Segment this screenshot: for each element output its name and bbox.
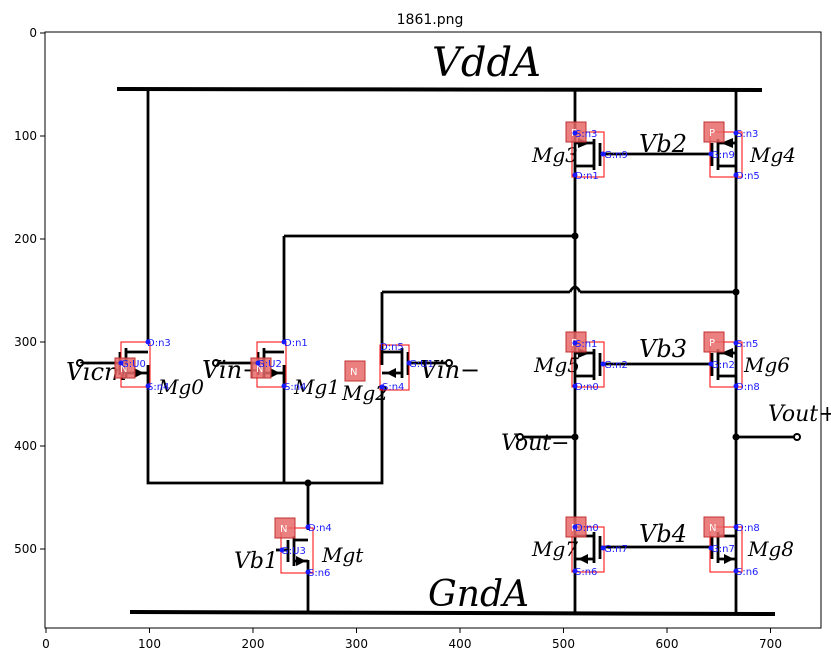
mg4-g: G:n9	[711, 150, 735, 161]
mgt-s: S:n6	[308, 568, 330, 579]
x-tick-label: 300	[345, 637, 368, 651]
x-tick-label: 100	[138, 637, 161, 651]
mgt-type: N	[280, 524, 287, 535]
vdd-rail-label: VddA	[432, 40, 541, 86]
y-tick-label: 0	[29, 26, 37, 40]
x-tick-label: 200	[242, 637, 265, 651]
mg5-g: G:n2	[604, 360, 628, 371]
mg1-g: G:U2	[257, 359, 282, 370]
vdd-rail	[116, 87, 763, 92]
mg1-d: D:n1	[284, 338, 308, 349]
mg4-type-tag	[703, 121, 725, 143]
mg8-d: D:n8	[736, 523, 760, 534]
transistor-name: Mg4	[749, 143, 796, 167]
mg1-s: S:n4	[284, 382, 306, 393]
mg2-g: G:U1	[409, 359, 434, 370]
vb4-label: Vb4	[639, 520, 687, 548]
x-axis: 0 100 200 300 400 500 600 700	[42, 628, 782, 651]
mg8-type: N	[709, 523, 716, 534]
vb3-label: Vb3	[639, 335, 687, 363]
mg1-type: N	[256, 364, 263, 375]
transistor-name: Mg5	[533, 353, 580, 377]
mg7-s: S:n6	[575, 567, 597, 578]
y-axis: 0 100 200 300 400 500	[14, 26, 45, 556]
mg8-type-tag	[703, 516, 725, 538]
gnd-rail	[129, 610, 776, 616]
mg6-d: D:n8	[736, 382, 760, 393]
transistor-name: Mg8	[747, 537, 794, 561]
mg6-type-tag	[703, 331, 725, 353]
x-tick-label: 700	[759, 637, 782, 651]
figure-title: 1861.png	[397, 12, 464, 28]
gnd-label: GndA	[428, 574, 529, 615]
mg7-g: G:n7	[604, 544, 628, 555]
terminals	[76, 359, 801, 441]
transistor-name: Mg3	[531, 143, 578, 167]
y-tick-label: 200	[14, 232, 37, 246]
axes-frame	[44, 31, 822, 629]
transistor-name: Mgt	[321, 543, 364, 567]
mg6-type: P	[709, 338, 715, 349]
vin-minus-label: Vin−	[420, 356, 480, 384]
junctions	[304, 232, 740, 487]
mg4-s: S:n3	[736, 129, 758, 140]
mg2-box	[379, 344, 410, 391]
mg6-g: G:n2	[711, 360, 735, 371]
y-tick-label: 100	[14, 129, 37, 143]
mg0-type: N	[120, 364, 127, 375]
mg2-d: D:n5	[380, 342, 404, 353]
wires	[82, 90, 795, 612]
mg3-g: G:n9	[604, 150, 628, 161]
mg0-s: S:n4	[147, 382, 169, 393]
mgt-type-tag	[274, 517, 296, 539]
mg6-s: S:n5	[736, 339, 758, 350]
mg5-s: S:n1	[575, 339, 597, 350]
transistor-name: Mg1	[293, 375, 340, 399]
mgt-d: D:n4	[308, 523, 332, 534]
vdd-label: VddA	[432, 40, 541, 86]
vb2-label: Vb2	[639, 130, 687, 158]
mg3-s: S:n3	[575, 129, 597, 140]
transistor-name: Mg7	[531, 537, 578, 561]
transistor-name: Mg6	[743, 353, 790, 377]
mg4-type: P	[709, 128, 715, 139]
mg4-d: D:n5	[736, 171, 760, 182]
mg2-type-tag	[344, 360, 366, 382]
vb1-label: Vb1	[234, 549, 278, 574]
x-tick-label: 0	[42, 637, 50, 651]
mgt-g: G:U3	[281, 546, 306, 557]
vout-plus-label: Vout+	[768, 402, 831, 427]
mg0-d: D:n3	[147, 338, 171, 349]
transistor-name: Mg0	[157, 375, 204, 399]
y-tick-label: 400	[14, 439, 37, 453]
x-tick-label: 500	[552, 637, 575, 651]
mg7-d: D:n0	[575, 523, 599, 534]
mg8-s: S:n6	[736, 567, 758, 578]
vout-minus-label: Vout−	[501, 431, 570, 456]
mg0-g: G:U0	[121, 359, 146, 370]
mg2-s: S:n4	[382, 382, 404, 393]
y-tick-label: 300	[14, 335, 37, 349]
x-tick-label: 400	[449, 637, 472, 651]
transistor-names: Mg0 Mg1 Mg2 Mgt Mg3 Mg4 Mg5 Mg6 Mg7 Mg8	[157, 143, 796, 567]
transistor-name: Mg2	[341, 381, 388, 405]
mg2-type: N	[350, 367, 357, 378]
mg8-g: G:n7	[711, 544, 735, 555]
y-tick-label: 500	[14, 542, 37, 556]
mg5-d: D:n0	[575, 382, 599, 393]
mg3-d: D:n1	[575, 171, 599, 182]
detection-overlay: N D:n3 G:U0 S:n4 N D:n1 G:U2 S:n4 N D:n5…	[114, 121, 760, 579]
x-tick-label: 600	[656, 637, 679, 651]
